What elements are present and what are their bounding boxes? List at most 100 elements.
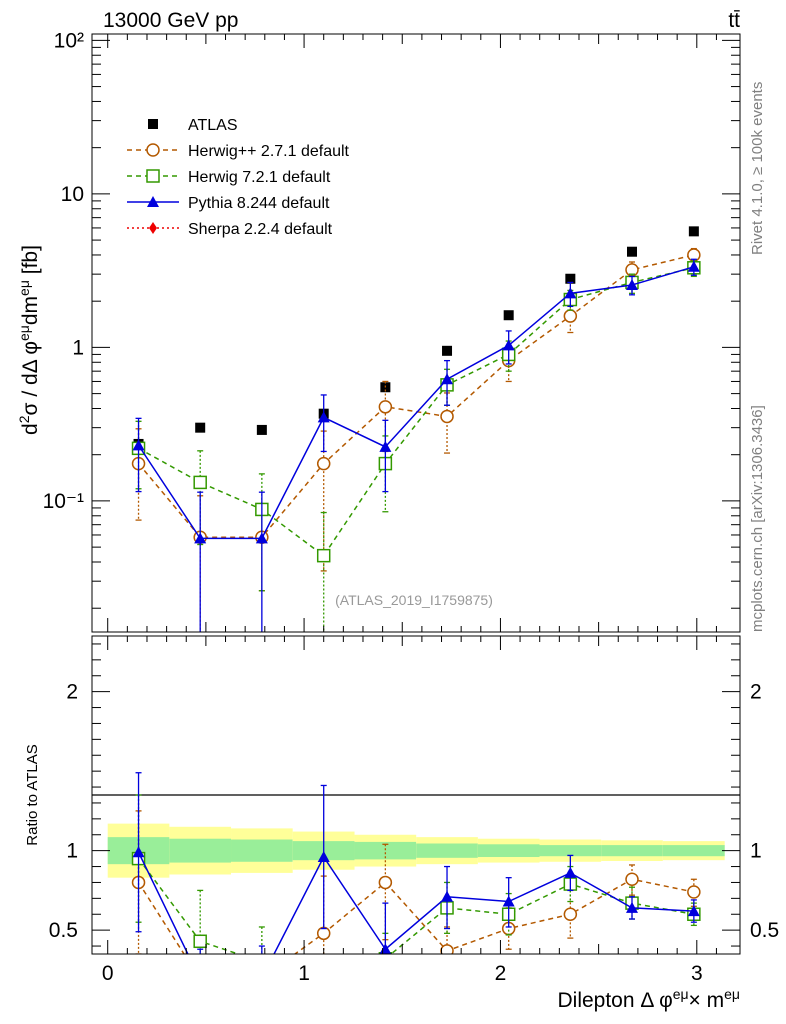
legend-marker [147, 196, 159, 207]
legend-label: ATLAS [188, 117, 238, 134]
data-point [687, 905, 700, 917]
inner-band [539, 845, 602, 857]
series-2 [132, 772, 700, 984]
data-point [256, 956, 268, 968]
data-point [132, 439, 145, 451]
data-point [441, 890, 454, 902]
data-point [193, 934, 207, 949]
data-point [132, 846, 145, 858]
data-point [194, 973, 206, 984]
data-point [256, 424, 267, 435]
legend-label: Herwig 7.2.1 default [188, 169, 331, 186]
ratio-axes: 0.5 0.5 1 1 2 2 0 1 2 3 [49, 636, 779, 985]
ratio-series-layer [131, 772, 701, 997]
data-point [194, 973, 206, 985]
main-series-layer [131, 226, 701, 632]
data-point [193, 475, 207, 490]
data-point [687, 885, 701, 899]
data-point [195, 422, 206, 433]
legend-label: Sherpa 2.2.4 default [188, 221, 333, 238]
legend-label: Herwig++ 2.7.1 default [188, 143, 350, 160]
data-point [379, 440, 392, 452]
series-line [137, 878, 695, 954]
main-panel: 10⁻¹ 1 10 10² (ATLAS_2019_I1759875) [43, 29, 741, 633]
y-tick-label: 1 [72, 336, 84, 359]
inner-band [662, 845, 725, 857]
inner-band [477, 844, 540, 858]
ratio-frame [91, 635, 741, 955]
ratio-panel: 0.5 0.5 1 1 2 2 0 1 2 3 [49, 635, 779, 997]
inner-band [601, 845, 663, 857]
y-tick-label: 1 [66, 840, 78, 863]
x-tick-label: 3 [691, 962, 703, 985]
inner-band [231, 839, 293, 862]
data-point [194, 532, 207, 544]
y-tick-label-right: 2 [750, 681, 762, 704]
data-point [378, 875, 393, 890]
y-tick-label: 10⁻¹ [43, 490, 84, 513]
series-line [137, 266, 695, 540]
data-point [502, 895, 515, 907]
process-label: tt̄ [728, 9, 740, 32]
legend-entry: Herwig 7.2.1 default [127, 169, 331, 186]
analysis-watermark: (ATLAS_2019_I1759875) [335, 592, 493, 608]
x-tick-label: 1 [298, 962, 310, 985]
data-point [440, 409, 454, 424]
y-tick-label: 0.5 [49, 919, 78, 942]
ratio-ylabel: Ratio to ATLAS [24, 744, 41, 845]
data-point [626, 901, 638, 913]
legend-marker [146, 143, 160, 157]
legend: ATLAS Herwig++ 2.7.1 default Herwig 7.2.1 … [127, 117, 350, 238]
main-axes: 10⁻¹ 1 10 10² [43, 29, 740, 632]
data-point [318, 985, 330, 997]
data-point [378, 952, 393, 954]
data-point [564, 287, 577, 299]
main-ylabel: d2σ / dΔ φeμdmeμ [fb] [16, 245, 42, 435]
legend-entry: Pythia 8.244 default [127, 195, 330, 212]
inner-band [354, 841, 417, 860]
series-line [137, 254, 695, 538]
data-point [565, 273, 576, 284]
data-point [687, 260, 700, 272]
legend-entry: Sherpa 2.2.4 default [127, 221, 333, 238]
y-tick-label: 10² [54, 29, 84, 52]
legend-label: Pythia 8.244 default [188, 195, 330, 212]
rivet-version-label: Rivet 4.1.0, ≥ 100k events [749, 82, 766, 255]
data-point [256, 972, 268, 983]
y-tick-label: 10 [61, 183, 84, 206]
data-point [563, 309, 578, 323]
data-point [255, 532, 268, 544]
legend-marker [148, 119, 158, 129]
data-point [627, 246, 637, 257]
data-point [442, 345, 453, 356]
x-tick-label: 2 [495, 962, 507, 985]
inner-band [169, 838, 232, 863]
data-point [317, 411, 330, 423]
data-point [564, 866, 577, 878]
data-point [256, 972, 268, 984]
legend-marker [146, 169, 160, 183]
legend-entry: ATLAS [148, 117, 238, 134]
data-point [316, 456, 331, 471]
data-point [688, 226, 699, 237]
x-tick-label: 0 [102, 962, 114, 985]
main-frame [91, 33, 741, 633]
inner-band [416, 843, 478, 858]
data-point [503, 310, 514, 321]
series-line [137, 858, 694, 954]
data-point [317, 851, 330, 863]
series-3 [132, 258, 700, 632]
data-point [316, 548, 331, 563]
y-tick-label-right: 1 [750, 840, 762, 863]
legend-marker [149, 222, 157, 234]
data-point [502, 339, 515, 351]
ratio-xlabel: Dilepton Δ φeμ× meμ [557, 986, 740, 1012]
mcplots-credit-label: mcplots.cern.ch [arXiv:1306.3436] [749, 405, 766, 632]
data-point [378, 400, 393, 414]
legend-entry: Herwig++ 2.7.1 default [127, 143, 350, 160]
data-point [563, 907, 578, 921]
energy-label: 13000 GeV pp [103, 9, 238, 32]
y-tick-label-right: 0.5 [750, 919, 779, 942]
data-point [626, 278, 638, 290]
